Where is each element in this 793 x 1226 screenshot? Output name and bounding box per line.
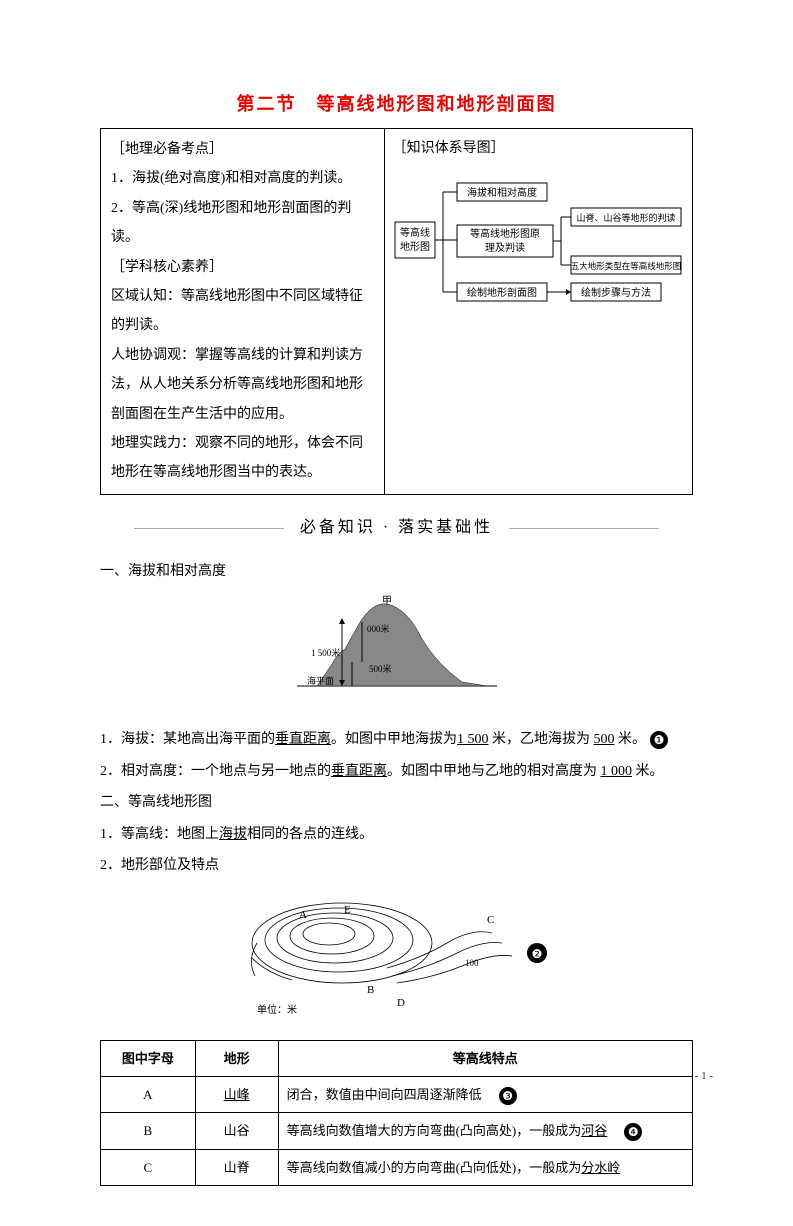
section-banner: 必备知识 · 落实基础性 (100, 513, 693, 537)
page-title: 第二节 等高线地形图和地形剖面图 (100, 90, 693, 116)
s2-h: 二、等高线地形图 (100, 788, 693, 817)
d-root1: 等高线 (400, 226, 430, 239)
fig-unit: 单位：米 (257, 1003, 297, 1016)
s1-h: 一、海拔和相对高度 (100, 557, 693, 586)
bl-p2: 2．等高(深)线地形图和地形剖面图的判读。 (111, 194, 374, 253)
num-1: ❶ (650, 731, 668, 749)
d-r1: 山脊、山谷等地形的判读 (576, 212, 675, 223)
bl-p1: 1．海拔(绝对高度)和相对高度的判读。 (111, 164, 374, 193)
s1-p1: 1．海拔：某地高出海平面的垂直距离。如图中甲地海拔为1 500 米，乙地海拔为 … (100, 725, 693, 754)
banner-text: 必备知识 · 落实基础性 (288, 513, 505, 537)
s1p1f: 500 (594, 732, 615, 747)
s1p1d: 1 500 (457, 732, 489, 747)
r1c2a: 等高线向数值增大的方向弯曲(凸向高处)，一般成为 (287, 1123, 582, 1138)
d-n3: 绘制地形剖面图 (467, 286, 537, 299)
terrain-table: 图中字母 地形 等高线特点 A 山峰 闭合，数值由中间向四周逐渐降低 ❸ B 山… (100, 1040, 693, 1186)
r0c1: 山峰 (195, 1077, 278, 1113)
lbl-E: E (344, 904, 351, 916)
s1p2c: 。如图中甲地与乙地的相对高度为 (387, 764, 601, 779)
r1c2b: 河谷 (581, 1123, 607, 1138)
table-header-row: 图中字母 地形 等高线特点 (101, 1040, 693, 1076)
s2p1b: 海拔 (219, 827, 247, 842)
fig-h2: 1 500米 (311, 647, 340, 658)
r0c2t: 闭合，数值由中间向四周逐渐降低 (287, 1087, 482, 1102)
s2p1c: 相同的各点的连线。 (247, 827, 373, 842)
elevation-figure: 甲 000米 1 500米 500米 海平面 (100, 594, 693, 715)
bl-h1: ［地理必备考点］ (111, 135, 374, 164)
bl-h2: ［学科核心素养］ (111, 253, 374, 282)
th-1: 地形 (195, 1040, 278, 1076)
num-3: ❸ (499, 1087, 517, 1105)
s1p1a: 1．海拔：某地高出海平面的 (100, 732, 275, 747)
r2c2: 等高线向数值减小的方向弯曲(凸向低处)，一般成为分水岭 (278, 1149, 692, 1185)
r2c0: C (101, 1149, 196, 1185)
r1c2: 等高线向数值增大的方向弯曲(凸向高处)，一般成为河谷 ❹ (278, 1113, 692, 1149)
page-number: - 1 - (695, 1070, 713, 1082)
r2c2a: 等高线向数值减小的方向弯曲(凸向低处)，一般成为 (287, 1160, 582, 1175)
d-n1: 海拔和相对高度 (467, 186, 537, 199)
num-2: ❷ (531, 947, 542, 961)
body-content: 一、海拔和相对高度 甲 000米 1 500米 500米 海平面 (100, 557, 693, 1186)
box-left: ［地理必备考点］ 1．海拔(绝对高度)和相对高度的判读。 2．等高(深)线地形图… (101, 129, 385, 494)
d-r2: 五大地形类型在等高线地形图 (570, 261, 681, 271)
s1p1g: 米。 (615, 732, 647, 747)
lbl-B: B (367, 984, 374, 996)
bl-p4: 人地协调观：掌握等高线的计算和判读方法，从人地关系分析等高线地形图和地形剖面图在… (111, 341, 374, 429)
lbl-A: A (299, 909, 307, 921)
r2c1: 山脊 (195, 1149, 278, 1185)
table-row: C 山脊 等高线向数值减小的方向弯曲(凸向低处)，一般成为分水岭 (101, 1149, 693, 1185)
s2-p2: 2．地形部位及特点 (100, 851, 693, 880)
fig-h1: 000米 (367, 623, 390, 634)
bl-p5: 地理实践力：观察不同的地形，体会不同地形在等高线地形图当中的表达。 (111, 429, 374, 488)
table-row: A 山峰 闭合，数值由中间向四周逐渐降低 ❸ (101, 1077, 693, 1113)
fig-sea: 海平面 (307, 675, 334, 686)
r0c1t: 山峰 (224, 1087, 250, 1102)
r0c2: 闭合，数值由中间向四周逐渐降低 ❸ (278, 1077, 692, 1113)
d-n2a: 等高线地形图原 (470, 227, 540, 240)
th-0: 图中字母 (101, 1040, 196, 1076)
contour-figure: A B C D E 100 单位：米 ❷ (100, 888, 693, 1029)
r1c0: B (101, 1113, 196, 1149)
box-right: ［知识体系导图］ 等高线 地形图 海拔和相对高度 等高线地形图原 理及判读 (385, 129, 692, 494)
r2c2b: 分水岭 (581, 1160, 620, 1175)
fig-h3: 500米 (369, 663, 392, 674)
lbl-100: 100 (465, 958, 479, 968)
s1p1c: 。如图中甲地海拔为 (331, 732, 457, 747)
s1p1b: 垂直距离 (275, 732, 331, 747)
br-h: ［知识体系导图］ (393, 135, 684, 163)
knowledge-diagram: 等高线 地形图 海拔和相对高度 等高线地形图原 理及判读 绘制地形剖面图 (393, 167, 683, 322)
d-n2b: 理及判读 (485, 241, 525, 254)
d-root2: 地形图 (400, 240, 430, 253)
s1-p2: 2．相对高度：一个地点与另一地点的垂直距离。如图中甲地与乙地的相对高度为 1 0… (100, 757, 693, 786)
s1p2d: 1 000 (601, 764, 633, 779)
s1p2b: 垂直距离 (331, 764, 387, 779)
th-2: 等高线特点 (278, 1040, 692, 1076)
r0c0: A (101, 1077, 196, 1113)
lbl-C: C (487, 914, 494, 926)
s1p2a: 2．相对高度：一个地点与另一地点的 (100, 764, 331, 779)
table-row: B 山谷 等高线向数值增大的方向弯曲(凸向高处)，一般成为河谷 ❹ (101, 1113, 693, 1149)
info-box: ［地理必备考点］ 1．海拔(绝对高度)和相对高度的判读。 2．等高(深)线地形图… (100, 128, 693, 495)
num-4: ❹ (624, 1123, 642, 1141)
s2-p1: 1．等高线：地图上海拔相同的各点的连线。 (100, 820, 693, 849)
bl-p3: 区域认知：等高线地形图中不同区域特征的判读。 (111, 282, 374, 341)
fig-top: 甲 (382, 596, 392, 607)
s2p1a: 1．等高线：地图上 (100, 827, 219, 842)
s1p2e: 米。 (632, 764, 664, 779)
r1c1: 山谷 (195, 1113, 278, 1149)
s1p1e: 米，乙地海拔为 (489, 732, 594, 747)
lbl-D: D (397, 997, 405, 1009)
d-r3: 绘制步骤与方法 (581, 286, 651, 299)
